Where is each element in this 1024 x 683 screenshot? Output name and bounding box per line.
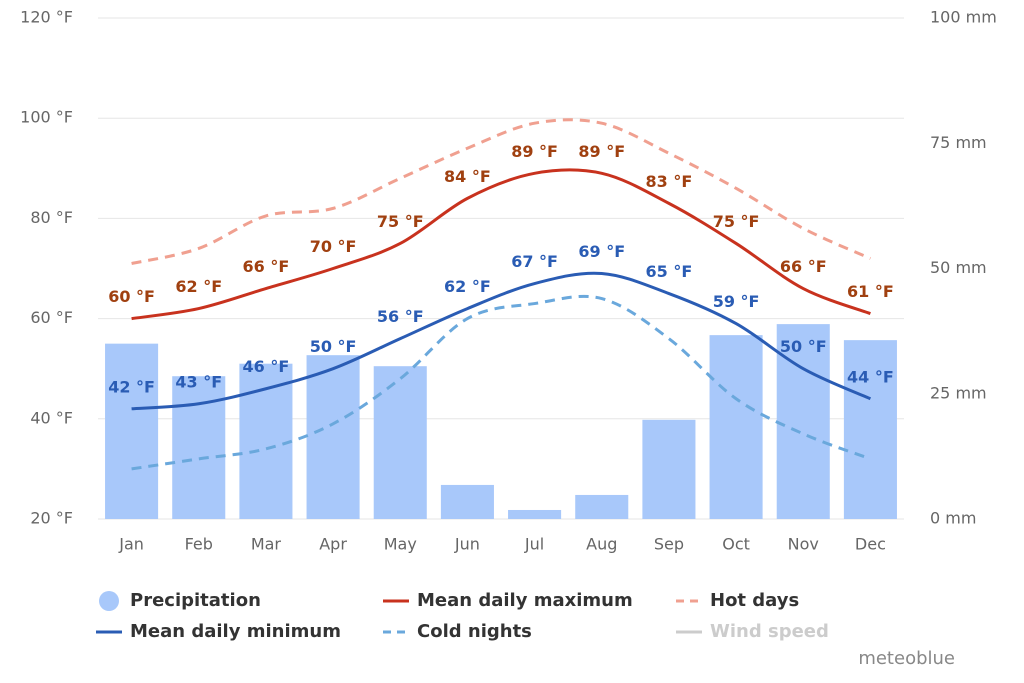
y-tick-label: 120 °F	[20, 8, 73, 27]
data-label: 75 °F	[713, 212, 760, 231]
y-tick-label: 100 °F	[20, 108, 73, 127]
y2-tick-label: 0 mm	[930, 509, 976, 528]
bar	[373, 366, 427, 519]
x-tick-label: Sep	[654, 535, 684, 554]
x-tick-label: Jan	[118, 535, 144, 554]
data-label: 66 °F	[243, 257, 290, 276]
data-label: 50 °F	[310, 337, 357, 356]
bar	[642, 419, 696, 519]
data-label: 61 °F	[847, 282, 894, 301]
bar	[508, 509, 562, 519]
legend-label: Cold nights	[417, 621, 532, 642]
bar	[105, 343, 159, 519]
data-label: 65 °F	[646, 262, 693, 281]
x-tick-label: Oct	[722, 535, 750, 554]
legend-label: Mean daily minimum	[130, 621, 341, 642]
y2-tick-label: 75 mm	[930, 133, 987, 152]
watermark: meteoblue	[858, 648, 955, 669]
line	[131, 168, 871, 321]
y-tick-label: 20 °F	[30, 509, 73, 528]
bar	[709, 335, 763, 519]
data-label: 75 °F	[377, 212, 424, 231]
bar	[843, 340, 897, 519]
data-label: 60 °F	[108, 287, 155, 306]
data-label: 59 °F	[713, 292, 760, 311]
x-tick-label: Mar	[251, 535, 282, 554]
y2-tick-label: 25 mm	[930, 383, 987, 402]
data-label: 43 °F	[175, 372, 222, 391]
y2-tick-label: 50 mm	[930, 258, 987, 277]
x-tick-label: Dec	[855, 535, 886, 554]
data-label: 67 °F	[511, 252, 558, 271]
x-tick-label: Nov	[788, 535, 819, 554]
data-label: 56 °F	[377, 307, 424, 326]
data-label: 50 °F	[780, 337, 827, 356]
data-label: 66 °F	[780, 257, 827, 276]
x-tick-label: Jun	[454, 535, 480, 554]
data-label: 83 °F	[646, 172, 693, 191]
bar	[172, 376, 226, 519]
bar	[239, 363, 293, 519]
legend-symbol	[99, 591, 119, 611]
line	[131, 271, 872, 411]
line	[131, 294, 871, 471]
y-tick-label: 80 °F	[30, 208, 73, 227]
data-label: 44 °F	[847, 367, 894, 386]
y-tick-label: 60 °F	[30, 308, 73, 327]
legend-label: Hot days	[710, 590, 799, 611]
data-label: 89 °F	[511, 142, 558, 161]
x-tick-label: Aug	[586, 535, 617, 554]
data-label: 42 °F	[108, 377, 155, 396]
x-tick-label: May	[384, 535, 417, 554]
legend-label: Wind speed	[710, 621, 829, 642]
data-label: 70 °F	[310, 237, 357, 256]
data-label: 84 °F	[444, 167, 491, 186]
data-label: 89 °F	[578, 142, 625, 161]
x-tick-label: Apr	[319, 535, 347, 554]
bar	[440, 484, 494, 519]
legend-label: Mean daily maximum	[417, 590, 633, 611]
data-label: 69 °F	[578, 242, 625, 261]
line	[131, 118, 872, 265]
x-tick-label: Jul	[524, 535, 544, 554]
bar	[306, 355, 360, 519]
y2-tick-label: 100 mm	[930, 8, 997, 27]
x-tick-label: Feb	[185, 535, 213, 554]
legend-label: Precipitation	[130, 590, 261, 611]
data-label: 62 °F	[444, 277, 491, 296]
bar	[575, 494, 629, 519]
data-label: 46 °F	[243, 357, 290, 376]
y-tick-label: 40 °F	[30, 408, 73, 427]
data-label: 62 °F	[175, 277, 222, 296]
